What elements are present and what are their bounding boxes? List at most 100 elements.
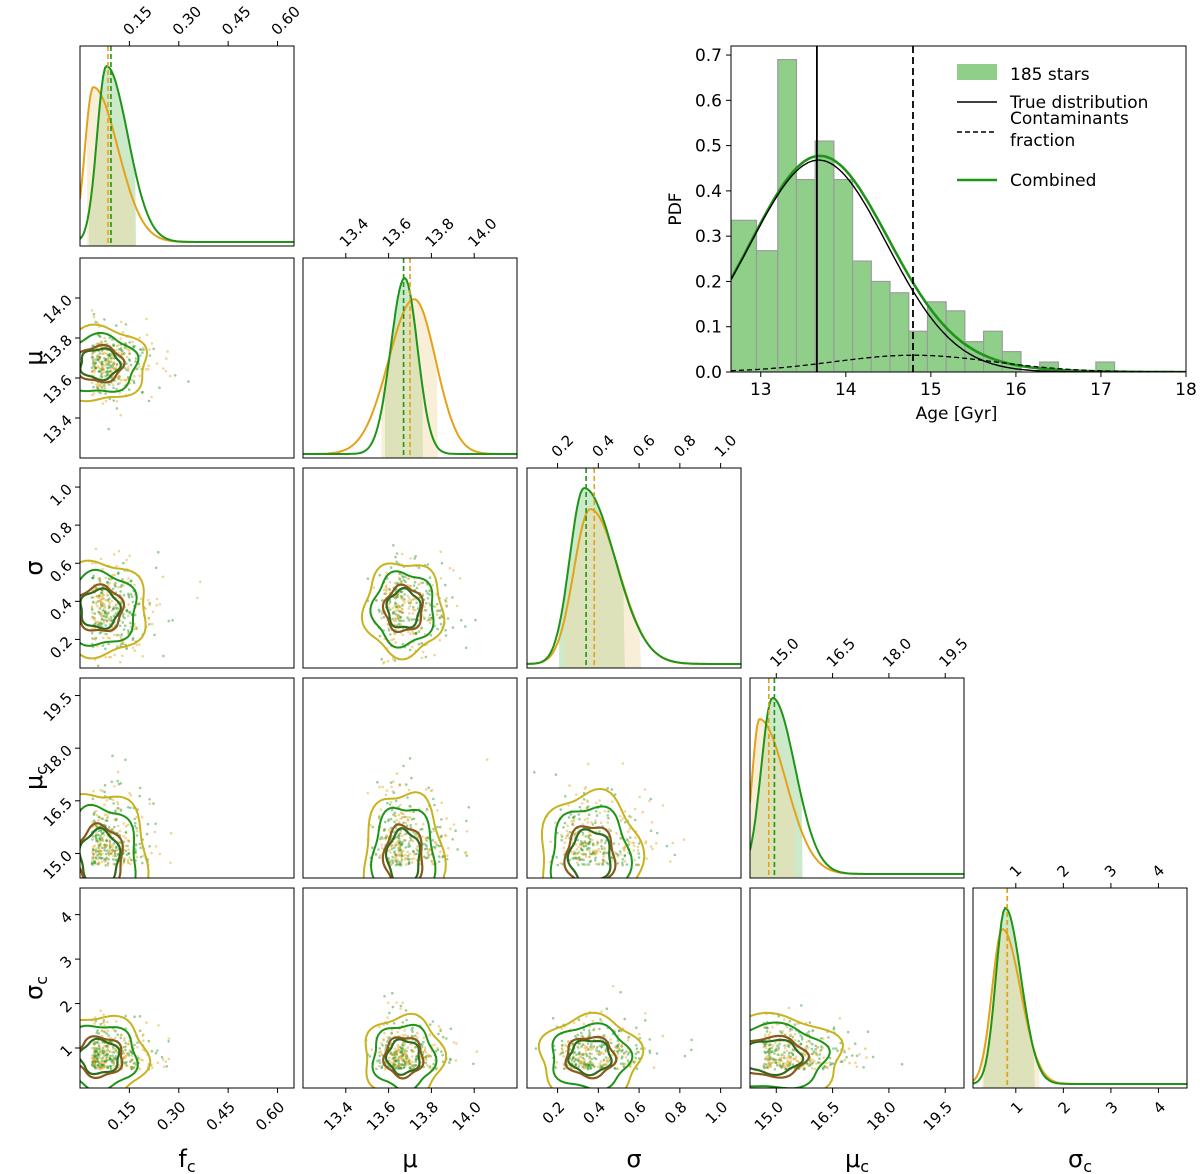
sample-point xyxy=(589,833,593,837)
sample-point xyxy=(107,851,110,855)
sample-point xyxy=(108,354,111,358)
sample-point xyxy=(100,591,104,595)
sample-point xyxy=(104,1060,107,1063)
sample-point xyxy=(116,770,120,774)
sample-point xyxy=(112,1061,115,1065)
sample-point xyxy=(791,1053,795,1057)
sample-point xyxy=(390,785,393,789)
panel-fc-fc: 0.15 0.30 0.45 0.60 xyxy=(79,2,304,247)
sample-point xyxy=(638,1032,641,1036)
sample-point xyxy=(109,370,113,374)
sample-point xyxy=(604,1056,608,1059)
sample-point xyxy=(150,395,153,399)
sample-point xyxy=(808,1021,812,1024)
sample-point xyxy=(601,1065,605,1068)
sample-point xyxy=(584,1052,587,1055)
sample-point xyxy=(110,849,113,852)
top-tick-label: 0.8 xyxy=(670,431,700,461)
sample-point xyxy=(397,622,401,626)
sample-point xyxy=(103,1059,106,1063)
sample-point xyxy=(104,852,108,856)
sample-point xyxy=(768,1055,772,1059)
sample-point xyxy=(615,1044,618,1048)
sample-point xyxy=(627,1036,630,1040)
sample-point xyxy=(117,348,121,351)
sample-point xyxy=(123,1045,126,1049)
sample-point xyxy=(385,834,389,838)
sample-point xyxy=(96,365,100,368)
sample-point xyxy=(397,1059,401,1062)
sample-point xyxy=(404,1064,408,1067)
sample-point xyxy=(378,856,381,859)
sample-point xyxy=(582,798,586,801)
sample-point xyxy=(148,601,151,605)
sample-point xyxy=(131,1054,134,1057)
sample-point xyxy=(815,1051,818,1054)
sample-point xyxy=(581,1065,584,1069)
sample-point xyxy=(574,1063,577,1066)
sample-point xyxy=(152,347,155,351)
sample-point xyxy=(600,1045,604,1048)
sample-point xyxy=(107,577,111,581)
sample-point xyxy=(101,609,105,612)
sample-point xyxy=(109,1058,113,1061)
sample-point xyxy=(107,606,111,610)
sample-point xyxy=(99,1022,102,1026)
sample-point xyxy=(440,834,443,838)
sample-point xyxy=(410,1064,414,1067)
sample-point xyxy=(843,1058,846,1062)
sample-point xyxy=(807,1064,810,1068)
sample-point xyxy=(432,675,435,678)
sample-point xyxy=(410,817,414,821)
sample-point xyxy=(627,843,631,846)
sample-point xyxy=(836,1049,839,1053)
sample-point xyxy=(138,1067,142,1071)
sample-point xyxy=(112,344,115,348)
sample-point xyxy=(100,601,103,605)
sample-point xyxy=(91,1060,94,1064)
sample-point xyxy=(96,644,99,648)
sample-point xyxy=(131,1058,134,1061)
sample-point xyxy=(100,602,104,606)
sample-point xyxy=(387,819,390,823)
sample-point xyxy=(586,821,590,824)
sample-point xyxy=(91,616,94,620)
sample-point xyxy=(419,582,422,585)
sample-point xyxy=(406,857,409,860)
sample-point xyxy=(834,1047,838,1050)
sample-point xyxy=(100,1066,103,1070)
sample-point xyxy=(779,1059,783,1062)
sample-point xyxy=(142,346,145,350)
sample-point xyxy=(762,1066,766,1070)
sample-point xyxy=(114,612,118,615)
sample-point xyxy=(432,845,435,849)
sample-point xyxy=(409,836,412,840)
sample-point xyxy=(399,817,402,820)
sample-point xyxy=(577,1018,581,1022)
sample-point xyxy=(594,852,598,855)
sample-point xyxy=(123,1037,126,1040)
sample-point xyxy=(123,624,127,627)
sample-point xyxy=(103,860,107,863)
sample-point xyxy=(617,1043,620,1047)
sample-point xyxy=(102,615,106,618)
sample-point xyxy=(113,368,117,371)
sample-point xyxy=(823,1064,827,1068)
sample-point xyxy=(606,821,609,824)
sample-point xyxy=(101,402,105,405)
sample-point xyxy=(99,598,102,602)
sample-point xyxy=(101,1021,104,1025)
sample-point xyxy=(554,773,558,776)
sample-point xyxy=(797,1039,800,1043)
sample-point xyxy=(151,610,155,614)
sample-point xyxy=(123,857,126,860)
sample-point xyxy=(589,1060,592,1064)
sample-point xyxy=(394,842,398,845)
sample-point xyxy=(622,1052,626,1055)
top-tick-label: 0.2 xyxy=(548,431,578,461)
sample-point xyxy=(763,1044,766,1048)
sample-point xyxy=(440,801,443,805)
sample-point xyxy=(436,1048,440,1052)
contour-line xyxy=(564,1035,618,1080)
sample-point xyxy=(590,1045,593,1048)
